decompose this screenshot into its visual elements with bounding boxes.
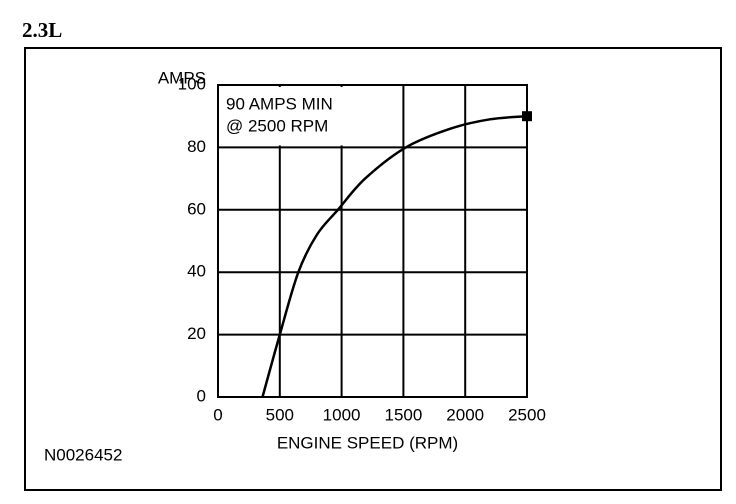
y-tick-label: 40 <box>187 262 206 281</box>
annotation: 90 AMPS MIN <box>226 94 333 113</box>
y-tick-label: 0 <box>197 386 206 405</box>
y-tick-label: 100 <box>178 74 206 93</box>
curve <box>261 114 528 398</box>
plot-border <box>217 84 528 398</box>
y-tick-label: 20 <box>187 324 206 343</box>
chart-title: 2.3L <box>22 18 62 42</box>
x-tick-label: 1500 <box>384 405 422 424</box>
x-tick-label: 0 <box>213 405 222 424</box>
annotation: @ 2500 RPM <box>226 116 328 135</box>
y-tick-label: 80 <box>187 137 206 156</box>
end-marker <box>522 111 532 122</box>
y-axis-label: AMPS <box>158 68 206 87</box>
x-axis-label: ENGINE SPEED (RPM) <box>277 433 458 452</box>
x-tick-label: 2000 <box>446 405 484 424</box>
annotation-backdrop <box>220 87 370 146</box>
y-tick-label: 60 <box>187 199 206 218</box>
x-tick-label: 2500 <box>508 405 546 424</box>
x-tick-label: 500 <box>266 405 294 424</box>
figure-id: N0026452 <box>44 445 122 464</box>
frame <box>24 47 722 491</box>
x-tick-label: 1000 <box>323 405 361 424</box>
